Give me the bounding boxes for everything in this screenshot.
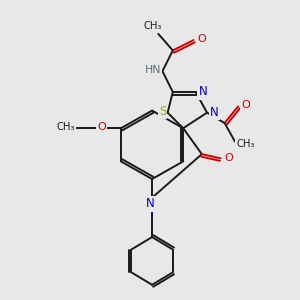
Text: CH₃: CH₃ [57, 122, 75, 132]
Text: O: O [97, 122, 106, 132]
Text: CH₃: CH₃ [144, 21, 162, 31]
Text: N: N [199, 85, 207, 98]
Text: O: O [241, 100, 250, 110]
Text: O: O [224, 153, 233, 163]
Text: N: N [146, 197, 154, 210]
Text: N: N [210, 106, 219, 119]
Text: O: O [197, 34, 206, 44]
Text: S: S [159, 105, 166, 118]
Text: CH₃: CH₃ [236, 139, 255, 149]
Text: HN: HN [145, 65, 161, 75]
